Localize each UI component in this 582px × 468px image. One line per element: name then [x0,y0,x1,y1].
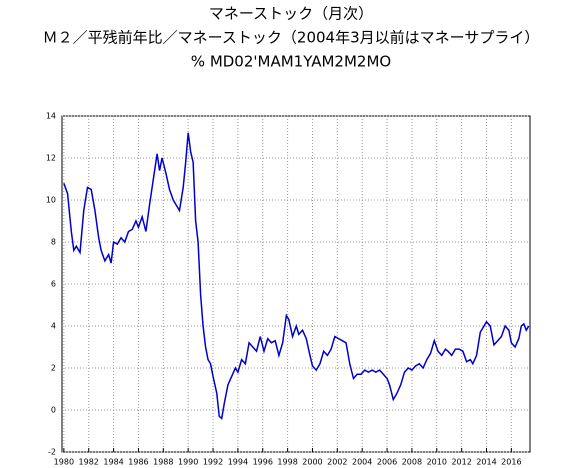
y-tick-label: 6 [51,280,56,289]
x-tick-label: 1996 [253,458,273,467]
y-tick-label: 8 [51,238,56,247]
chart-title: マネーストック（月次） [209,5,373,23]
line-series [63,132,530,420]
x-tick-label: 1988 [153,458,173,467]
y-tick-label: 0 [51,406,56,415]
x-tick-label: 1992 [203,458,223,467]
x-tick-label: 1980 [54,458,74,467]
x-tick-label: 1984 [103,458,123,467]
y-tick-label: 10 [46,196,56,205]
x-tick-label: 2004 [352,458,372,467]
y-tick-label: -2 [48,448,56,457]
x-tick-label: 2012 [451,458,471,467]
x-tick-label: 2016 [501,458,521,467]
x-tick-label: 1982 [79,458,99,467]
x-tick-label: 2000 [302,458,322,467]
y-tick-label: 12 [46,154,56,163]
x-tick-label: 1994 [228,458,248,467]
x-tick-label: 2010 [427,458,447,467]
x-tick-label: 2008 [402,458,422,467]
x-tick-label: 1990 [178,458,198,467]
series-code: % MD02'MAM1YAM2M2MO [191,53,391,71]
y-tick-label: 4 [51,322,56,331]
x-tick-label: 2002 [327,458,347,467]
x-tick-label: 1986 [128,458,148,467]
chart-subtitle: Ｍ２／平残前年比／マネーストック（2004年3月以前はマネーサプライ） [43,29,540,47]
x-tick-label: 2014 [476,458,496,467]
x-tick-label: 1998 [277,458,297,467]
y-tick-label: 2 [51,364,56,373]
y-tick-label: 14 [46,112,56,121]
x-tick-label: 2006 [377,458,397,467]
